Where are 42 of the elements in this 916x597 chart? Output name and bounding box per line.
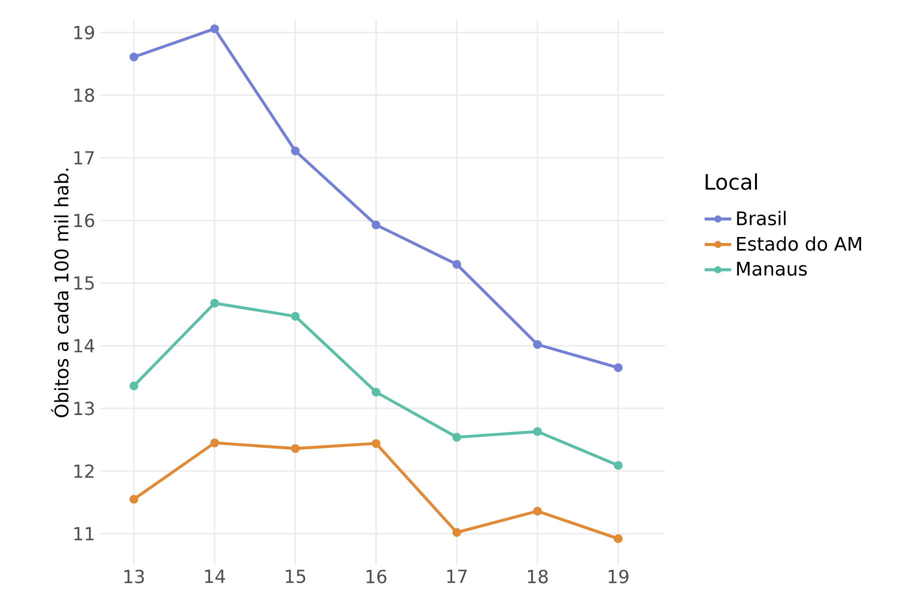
y-tick-label: 14 (74, 339, 94, 352)
y-axis-title: Óbitos a cada 100 mil hab. (50, 168, 69, 418)
x-tick-label: 19 (608, 570, 628, 584)
y-tick-label: 18 (74, 88, 94, 102)
point (452, 260, 462, 269)
y-tick-label: 13 (74, 402, 94, 416)
point (533, 506, 542, 516)
x-tick-label: 15 (286, 570, 306, 584)
point (452, 528, 462, 537)
x-tick-label: 17 (447, 570, 467, 583)
point (614, 534, 623, 544)
point (372, 220, 380, 230)
point (210, 298, 220, 308)
point (130, 52, 138, 62)
point (614, 460, 623, 470)
legend-title: Local (706, 173, 757, 190)
y-tick-label: 12 (74, 464, 94, 478)
y-tick-label: 19 (74, 26, 94, 40)
point (614, 363, 623, 372)
point (130, 494, 138, 504)
point (290, 312, 300, 321)
point (210, 438, 220, 448)
point (290, 444, 300, 453)
point (372, 439, 380, 448)
x-tick-label: 16 (366, 570, 386, 584)
x-tick-label: 18 (528, 570, 548, 584)
x-tick-label: 13 (124, 570, 144, 584)
y-tick-label: 11 (74, 527, 94, 540)
point (372, 388, 380, 397)
y-tick-label: 17 (74, 151, 94, 164)
point (210, 24, 220, 34)
point (290, 146, 300, 156)
point (533, 427, 542, 436)
legend-label: Brasil (737, 210, 786, 226)
point (452, 432, 462, 442)
point (533, 340, 542, 349)
legend-label: Manaus (737, 262, 807, 276)
y-tick-label: 16 (74, 214, 94, 228)
x-tick-label: 14 (205, 570, 226, 583)
point (130, 381, 138, 390)
legend-label: Estado do AM (737, 236, 862, 251)
y-tick-label: 15 (74, 276, 94, 290)
